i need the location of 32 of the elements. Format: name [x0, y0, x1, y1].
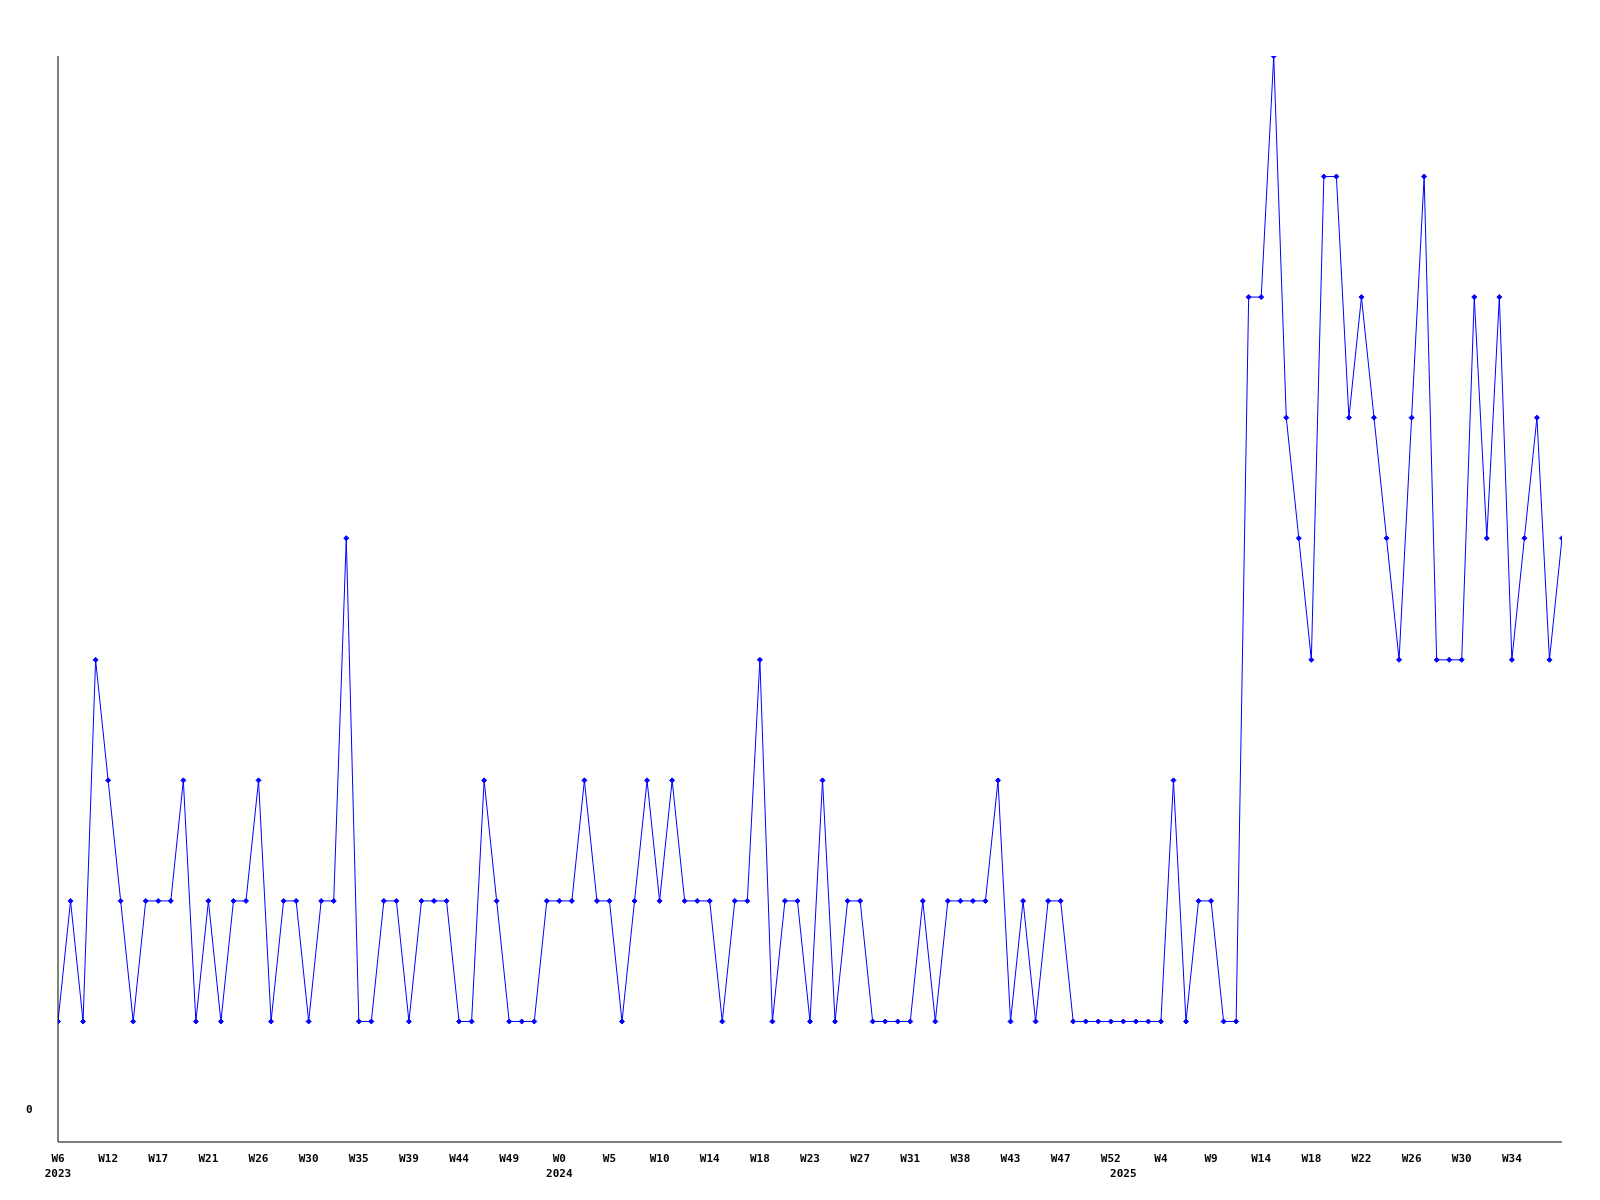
x-tick-label: W17: [148, 1152, 169, 1165]
x-tick-label: W31: [900, 1152, 921, 1165]
x-tick-label: W5: [602, 1152, 617, 1165]
x-tick-label: W30: [298, 1152, 319, 1165]
x-tick-label: W14: [1251, 1152, 1272, 1165]
x-tick-label: W44: [449, 1152, 470, 1165]
x-tick-label: W18: [749, 1152, 770, 1165]
x-tick-label: W39: [399, 1152, 419, 1165]
x-tick-label: W35: [348, 1152, 369, 1165]
x-tick-label: W18: [1301, 1152, 1322, 1165]
x-tick-label: 2025: [1110, 1167, 1137, 1180]
x-tick-label: W21: [198, 1152, 219, 1165]
x-tick-label: W26: [248, 1152, 269, 1165]
x-tick-label: W52: [1100, 1152, 1121, 1165]
x-tick-label: W23: [800, 1152, 820, 1165]
x-tick-label: W47: [1050, 1152, 1071, 1165]
x-tick-label: W38: [950, 1152, 971, 1165]
x-tick-label: W43: [1000, 1152, 1021, 1165]
x-tick-label: W30: [1451, 1152, 1472, 1165]
x-tick-label: W27: [850, 1152, 871, 1165]
x-tick-label: W14: [699, 1152, 721, 1165]
x-tick-label: W49: [499, 1152, 520, 1165]
x-tick-label: W9: [1204, 1152, 1218, 1165]
text: 0: [26, 1103, 33, 1116]
x-tick-label: W10: [649, 1152, 670, 1165]
x-tick-label: W34: [1501, 1152, 1523, 1165]
x-tick-label: W22: [1351, 1152, 1372, 1165]
x-tick-label: W0 2024: [546, 1152, 573, 1180]
x-tick-label: W12: [98, 1152, 119, 1165]
x-tick-label: W6 2023: [44, 1152, 72, 1180]
x-tick-label: W26: [1401, 1152, 1422, 1165]
x-tick-label: W4: [1154, 1152, 1168, 1165]
